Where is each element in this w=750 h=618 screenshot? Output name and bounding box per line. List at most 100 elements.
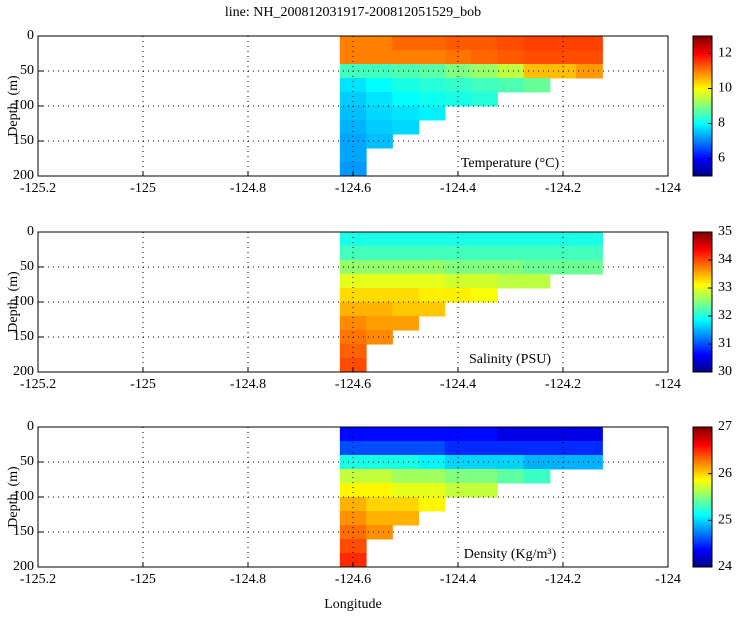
colorbar-step <box>693 82 712 85</box>
colorbar-step <box>693 356 712 359</box>
colorbar-step <box>693 244 712 247</box>
colorbar-step <box>693 455 712 458</box>
colorbar-step <box>693 38 712 41</box>
colorbar-step <box>693 274 712 277</box>
colorbar-step <box>693 326 712 329</box>
colorbar-step <box>693 90 712 93</box>
cell <box>366 497 393 512</box>
colorbar-step <box>693 346 712 349</box>
x-tick-label: -125 <box>130 377 156 392</box>
x-tick-label: -124.2 <box>545 377 581 392</box>
cell <box>497 441 525 456</box>
colorbar-step <box>693 453 712 456</box>
cell <box>366 511 393 526</box>
cell <box>339 441 367 456</box>
colorbar-tick-label: 6 <box>718 151 725 166</box>
colorbar-step <box>693 240 712 243</box>
colorbar-step <box>693 98 712 101</box>
x-tick-label: -124.6 <box>335 377 371 392</box>
cell <box>497 36 525 51</box>
cell <box>471 441 498 456</box>
cell <box>339 288 367 303</box>
colorbar-step <box>693 519 712 522</box>
colorbar-step <box>693 431 712 434</box>
colorbar-step <box>693 48 712 51</box>
cell <box>339 274 367 289</box>
colorbar-step <box>693 330 712 333</box>
colorbar-step <box>693 234 712 237</box>
colorbar-step <box>693 168 712 171</box>
colorbar-step <box>693 451 712 454</box>
colorbar-step <box>693 162 712 165</box>
colorbar-step <box>693 477 712 480</box>
cell <box>497 274 525 289</box>
colorbar-tick-label: 26 <box>718 466 732 481</box>
colorbar-step <box>693 437 712 440</box>
colorbar-step <box>693 364 712 367</box>
colorbar-step <box>693 36 712 39</box>
colorbar-step <box>693 479 712 482</box>
colorbar-step <box>693 523 712 526</box>
colorbar-step <box>693 152 712 155</box>
cell <box>366 274 393 289</box>
cell <box>471 455 498 470</box>
cell <box>418 483 446 498</box>
colorbar-tick-label: 33 <box>718 280 732 295</box>
cell <box>471 483 498 498</box>
colorbar-step <box>693 112 712 115</box>
cell <box>497 260 525 275</box>
colorbar-step <box>693 529 712 532</box>
colorbar-step <box>693 541 712 544</box>
x-tick-label: -124.8 <box>230 572 266 587</box>
cell <box>497 427 525 442</box>
cell <box>366 525 393 540</box>
cell <box>366 120 393 135</box>
cell <box>418 78 446 93</box>
cell <box>549 36 577 51</box>
x-tick-label: -124 <box>655 572 681 587</box>
colorbar-step <box>693 324 712 327</box>
colorbar-step <box>693 469 712 472</box>
colorbar-step <box>693 118 712 121</box>
colorbar-step <box>693 298 712 301</box>
cell <box>497 50 525 65</box>
colorbar-step <box>693 148 712 151</box>
cell <box>392 50 420 65</box>
y-tick-label: 200 <box>13 168 34 183</box>
cell <box>418 274 446 289</box>
cell <box>444 288 472 303</box>
cell <box>576 232 603 247</box>
colorbar-step <box>693 302 712 305</box>
colorbar-step <box>693 130 712 133</box>
cell <box>339 316 367 331</box>
colorbar-step <box>693 268 712 271</box>
x-tick-label: -124 <box>655 181 681 196</box>
colorbar-step <box>693 531 712 534</box>
colorbar-step <box>693 433 712 436</box>
colorbar-step <box>693 348 712 351</box>
cell <box>523 64 551 79</box>
cell <box>366 36 393 51</box>
colorbar-step <box>693 487 712 490</box>
colorbar-step <box>693 549 712 552</box>
colorbar-step <box>693 312 712 315</box>
cell <box>392 78 420 93</box>
cell <box>366 106 393 121</box>
colorbar-step <box>693 493 712 496</box>
colorbar-step <box>693 158 712 161</box>
colorbar-step <box>693 447 712 450</box>
colorbar-step <box>693 517 712 520</box>
cell <box>523 427 551 442</box>
cell <box>444 441 472 456</box>
cell <box>392 441 420 456</box>
y-tick-label: 100 <box>13 489 34 504</box>
chart-title: line: NH_200812031917-200812051529_bob <box>225 5 481 20</box>
cell <box>576 455 603 470</box>
colorbar-step <box>693 96 712 99</box>
colorbar-step <box>693 94 712 97</box>
cell <box>497 455 525 470</box>
y-tick-label: 50 <box>20 63 34 78</box>
cell <box>339 302 367 317</box>
colorbar-step <box>693 463 712 466</box>
colorbar-step <box>693 86 712 89</box>
